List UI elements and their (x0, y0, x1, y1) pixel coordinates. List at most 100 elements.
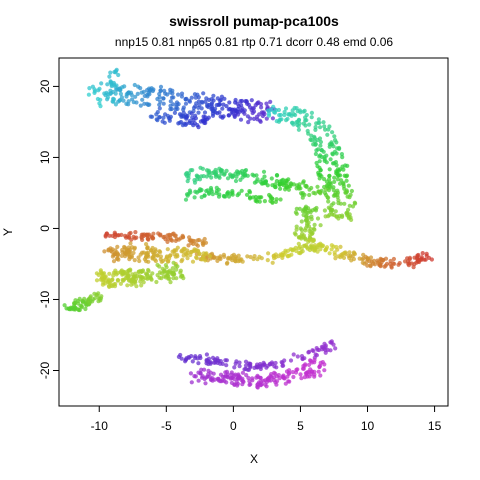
data-point (297, 108, 302, 113)
data-point (190, 259, 196, 264)
data-point (318, 223, 323, 228)
data-point (336, 254, 341, 259)
x-axis-label: X (250, 452, 258, 466)
data-point (230, 190, 235, 195)
data-point (173, 233, 178, 238)
data-point (301, 180, 306, 185)
data-point (162, 268, 167, 273)
data-point (124, 235, 129, 240)
data-point (412, 255, 417, 260)
data-point (312, 374, 317, 379)
data-point (97, 86, 102, 91)
data-point (331, 212, 336, 217)
data-point (340, 155, 345, 160)
data-point (193, 116, 198, 121)
data-point (284, 184, 289, 189)
data-point (334, 244, 339, 250)
data-point (296, 117, 302, 122)
data-point (98, 268, 103, 273)
data-point (157, 106, 162, 111)
data-point (344, 178, 349, 183)
data-point (200, 241, 205, 246)
data-point (128, 230, 133, 236)
data-point (218, 372, 224, 377)
data-point (245, 254, 250, 259)
data-point (80, 300, 85, 305)
data-point (232, 113, 237, 118)
data-point (312, 222, 317, 227)
data-point (333, 138, 338, 143)
data-point (333, 256, 338, 261)
data-point (248, 382, 253, 387)
data-point (301, 235, 306, 240)
data-point (145, 236, 150, 241)
data-point (335, 173, 341, 178)
data-point (270, 116, 275, 121)
data-point (284, 118, 289, 123)
data-point (212, 254, 217, 260)
data-point (135, 91, 140, 96)
x-tick-label: -10 (91, 419, 109, 433)
data-point (188, 238, 193, 243)
data-point (254, 173, 259, 178)
data-point (327, 212, 332, 217)
data-point (168, 253, 173, 258)
data-point (318, 373, 323, 378)
data-point (227, 100, 232, 105)
data-point (321, 149, 326, 154)
data-point (125, 248, 130, 254)
data-point (266, 251, 271, 256)
data-point (150, 271, 155, 276)
data-point (256, 374, 261, 380)
data-point (180, 113, 185, 119)
data-point (168, 107, 173, 112)
data-point (140, 97, 145, 102)
data-point (242, 173, 247, 178)
data-point (251, 116, 257, 121)
data-point (173, 263, 178, 268)
data-point (168, 280, 173, 285)
data-point (225, 260, 230, 265)
data-point (98, 104, 103, 109)
data-point (233, 372, 238, 377)
data-point (314, 160, 319, 166)
data-point (235, 193, 240, 198)
data-point (309, 115, 314, 120)
data-point (213, 171, 218, 176)
data-point (351, 257, 356, 262)
data-point (202, 193, 207, 198)
data-point (211, 98, 216, 103)
data-point (240, 370, 245, 375)
data-point (193, 354, 198, 359)
data-point (246, 120, 251, 125)
data-point (192, 374, 197, 379)
data-point (253, 194, 258, 200)
data-point (141, 280, 146, 285)
data-point (189, 249, 194, 255)
data-point (423, 257, 428, 262)
data-point (146, 232, 152, 237)
data-point (109, 249, 114, 254)
data-point (190, 168, 195, 173)
data-point (302, 108, 307, 113)
data-point (200, 100, 205, 105)
data-point (349, 188, 354, 194)
data-point (317, 159, 322, 164)
data-point (94, 278, 100, 283)
data-point (304, 112, 309, 118)
data-point (225, 191, 230, 196)
data-point (150, 114, 155, 119)
data-point (164, 254, 169, 259)
data-point (324, 160, 329, 165)
data-point (307, 208, 312, 213)
data-point (272, 110, 278, 115)
data-point (353, 201, 358, 206)
data-point (166, 270, 171, 275)
data-point (314, 121, 319, 126)
data-point (82, 296, 87, 301)
data-point (304, 218, 310, 223)
data-point (391, 261, 396, 266)
data-point (138, 279, 143, 284)
data-point (295, 367, 300, 372)
data-point (62, 303, 67, 308)
